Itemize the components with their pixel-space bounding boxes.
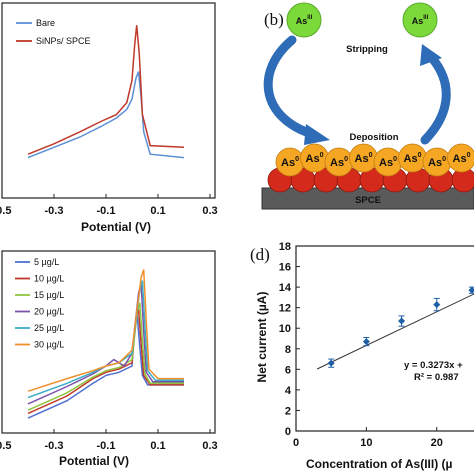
legend-c-label: 20 µg/L	[34, 307, 64, 317]
panel-d-plot-frame	[295, 245, 474, 432]
panel-a-series-line-1	[27, 71, 185, 159]
legend-a-label-sinps: SiNPs/ SPCE	[36, 36, 91, 46]
data-point	[398, 317, 406, 325]
panel-c-x-tick-label: 0.3	[202, 440, 217, 452]
as0-deposit-label: As0	[330, 156, 348, 169]
as0-deposit-label: As0	[404, 152, 422, 165]
panel-a-x-tick-label: 0.3	[202, 205, 217, 217]
legend-c-label: 15 µg/L	[34, 290, 64, 300]
as0-deposit-label: As0	[281, 156, 299, 169]
panel-d-x-tick-label: 20	[431, 437, 443, 449]
panel-c-x-tick-label: -0.3	[45, 440, 64, 452]
data-point	[362, 338, 370, 346]
panel-a-x-tick-label: -0.3	[45, 205, 64, 217]
as0-deposit-label: As0	[428, 156, 446, 169]
panel-a-series-line-2	[27, 25, 185, 155]
fit-r2-d: R² = 0.987	[414, 372, 459, 383]
panel-d-y-tick-label: 10	[279, 323, 291, 335]
fit-line-d	[316, 293, 474, 370]
as0-deposit-label: As0	[355, 152, 373, 165]
legend-c: 5 µg/L 10 µg/L 15 µg/L 20 µg/L 25 µg/L 30 µg/…	[15, 257, 64, 350]
ion-left: AsIII	[286, 2, 322, 38]
panel-d-y-tick-label: 4	[285, 385, 292, 397]
stripping-arrow-icon	[420, 53, 451, 145]
panel-d-y-tick-label: 2	[285, 405, 291, 417]
panel-d-y-tick-label: 8	[285, 344, 291, 356]
panel-d: (d) 0 2 4 6 8 10 12 14 16 18 0 10 20 y = 0.3273x + R…	[250, 241, 474, 471]
panel-d-y-tick-label: 0	[285, 426, 291, 438]
deposition-label: Deposition	[349, 132, 398, 143]
ion-right-circle	[402, 2, 438, 38]
panel-b-label: (b)	[264, 10, 284, 29]
legend-a: Bare SiNPs/ SPCE	[16, 18, 91, 46]
panel-c: -0.5 -0.3 -0.1 0.1 0.3 5 µg/L 10 µg/L 15 µg/L 2…	[0, 250, 218, 468]
panel-d-y-tick-label: 18	[279, 241, 291, 253]
panel-a: -0.5 -0.3 -0.1 0.1 0.3 Bare SiNPs/ SPCE Pote…	[0, 2, 218, 234]
panel-c-x-tick-label: -0.5	[0, 440, 11, 452]
panel-b-diagram: (b) AsIII AsIII Stripping Deposition SPC…	[261, 2, 474, 210]
panel-a-plot-frame	[1, 2, 216, 199]
legend-c-label: 30 µg/L	[34, 340, 64, 350]
panel-a-x-tick-label: -0.5	[0, 205, 11, 217]
data-point	[327, 359, 335, 367]
ion-right-label: AsIII	[412, 15, 429, 26]
data-point	[433, 301, 441, 309]
panel-d-y-tick-label: 16	[279, 262, 291, 274]
ion-left-circle	[286, 2, 322, 38]
x-axis-label-c: Potential (V)	[59, 454, 129, 468]
stripping-label: Stripping	[346, 44, 388, 55]
x-axis-label-a: Potential (V)	[81, 220, 151, 234]
as0-deposit-label: As0	[379, 156, 397, 169]
ion-right: AsIII	[402, 2, 438, 38]
stripping-arrowhead-icon	[420, 44, 442, 66]
panel-a-x-tick-label: 0.1	[150, 205, 165, 217]
panel-c-plot-frame	[1, 250, 216, 434]
ion-left-label: AsIII	[296, 15, 313, 26]
panel-d-x-tick-label: 0	[293, 437, 299, 449]
panel-c-series-line-6	[27, 269, 184, 392]
panel-c-x-tick-label: -0.1	[97, 440, 116, 452]
as0-deposit	[447, 143, 474, 173]
as0-deposit-label: As0	[453, 152, 471, 165]
panel-d-y-tick-label: 12	[279, 303, 291, 315]
panel-a-x-tick-label: -0.1	[97, 205, 116, 217]
legend-c-label: 10 µg/L	[34, 274, 64, 284]
fit-equation-d: y = 0.3273x +	[404, 360, 463, 371]
legend-a-label-bare: Bare	[36, 18, 55, 28]
spce-label: SPCE	[355, 195, 381, 206]
panel-d-x-tick-label: 10	[360, 437, 372, 449]
legend-c-label: 5 µg/L	[34, 257, 59, 267]
deposition-arrow-icon	[263, 35, 317, 139]
y-axis-label-d: Net current (µA)	[255, 292, 269, 383]
panel-c-x-tick-label: 0.1	[150, 440, 165, 452]
x-axis-label-d: Concentration of As(III) (µ	[306, 457, 453, 471]
data-point	[468, 286, 474, 294]
deposition-arrowhead-icon	[304, 124, 330, 145]
panel-d-y-tick-label: 14	[279, 282, 292, 294]
panel-d-y-tick-label: 6	[285, 364, 291, 376]
as0-deposit-label: As0	[306, 152, 324, 165]
legend-c-label: 25 µg/L	[34, 323, 64, 333]
panel-d-label: (d)	[250, 245, 270, 264]
